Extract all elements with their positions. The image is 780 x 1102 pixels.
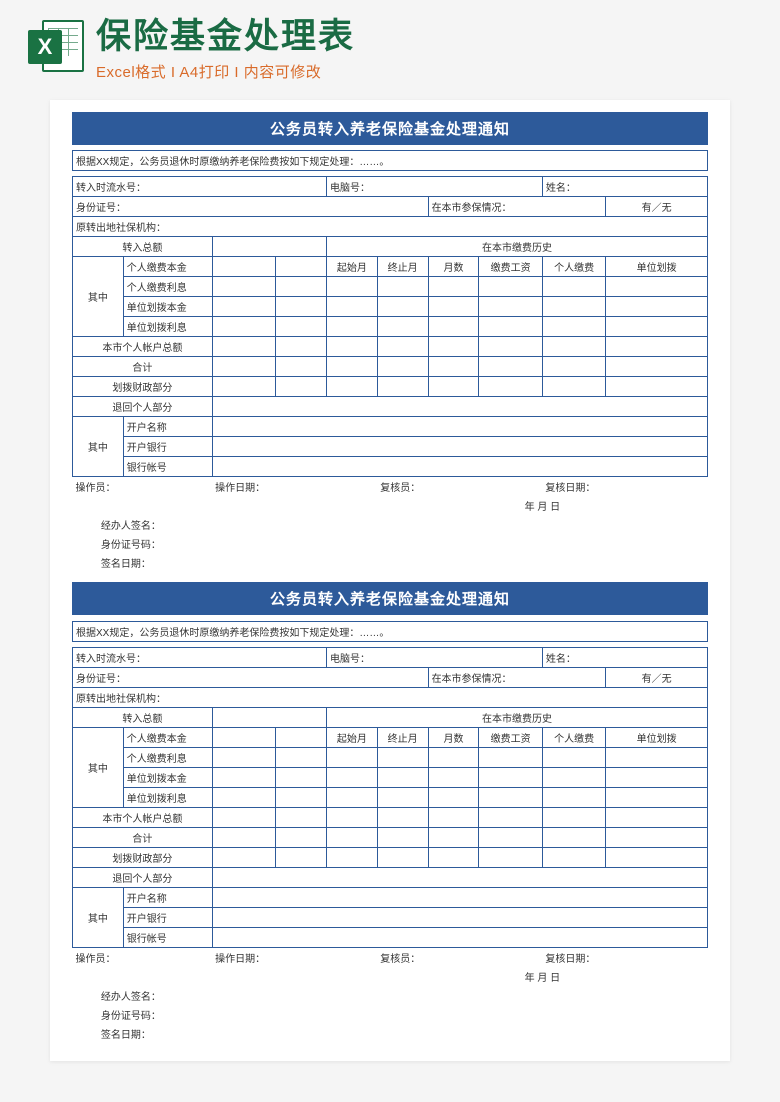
tuihui: 退回个人部分 xyxy=(73,867,213,887)
detail-row: 个人缴费利息 xyxy=(123,277,212,297)
hist-col: 个人缴费 xyxy=(542,727,606,747)
huabo: 划拨财政部分 xyxy=(73,377,213,397)
qizhong-label: 其中 xyxy=(73,257,124,337)
hist-col: 个人缴费 xyxy=(542,257,606,277)
bank-row: 开户名称 xyxy=(123,887,212,907)
account-total: 本市个人帐户总额 xyxy=(73,337,213,357)
bank-row: 银行帐号 xyxy=(123,457,212,477)
bank-row: 开户名称 xyxy=(123,417,212,437)
handler-sign: 经办人签名： xyxy=(98,986,708,1005)
id-label: 身份证号： xyxy=(73,667,429,687)
id-label: 身份证号： xyxy=(73,197,429,217)
rule-text: 根据XX规定，公务员退休时原缴纳养老保险费按如下规定处理：……。 xyxy=(73,621,708,641)
heji: 合计 xyxy=(73,827,213,847)
name-label: 姓名： xyxy=(542,177,707,197)
status-label: 在本市参保情况： xyxy=(428,197,606,217)
handler-sign: 经办人签名： xyxy=(98,515,708,534)
rev-date-label: 复核日期： xyxy=(542,947,707,967)
op-date-label: 操作日期： xyxy=(212,477,377,497)
reviewer-label: 复核员： xyxy=(377,477,542,497)
hist-col: 单位划拨 xyxy=(606,257,708,277)
form-title: 公务员转入养老保险基金处理通知 xyxy=(72,582,708,615)
sign-date: 签名日期： xyxy=(98,1024,708,1043)
bank-row: 银行帐号 xyxy=(123,927,212,947)
comp-label: 电脑号： xyxy=(326,647,542,667)
hist-col: 单位划拨 xyxy=(606,727,708,747)
history-header: 在本市缴费历史 xyxy=(326,237,707,257)
rev-date-label: 复核日期： xyxy=(542,477,707,497)
huabo: 划拨财政部分 xyxy=(73,847,213,867)
total-in-label: 转入总额 xyxy=(73,707,213,727)
document-sheet: 公务员转入养老保险基金处理通知 根据XX规定，公务员退休时原缴纳养老保险费按如下… xyxy=(50,100,730,1061)
page-header: X 保险基金处理表 Excel格式 I A4打印 I 内容可修改 xyxy=(0,0,780,90)
hist-col: 缴费工资 xyxy=(479,257,543,277)
sign-date: 签名日期： xyxy=(98,553,708,572)
detail-row: 个人缴费本金 xyxy=(123,727,212,747)
detail-row: 单位划拨本金 xyxy=(123,297,212,317)
status-value: 有／无 xyxy=(606,667,708,687)
form-title: 公务员转入养老保险基金处理通知 xyxy=(72,112,708,145)
reviewer-label: 复核员： xyxy=(377,947,542,967)
status-value: 有／无 xyxy=(606,197,708,217)
hist-col: 缴费工资 xyxy=(479,727,543,747)
detail-row: 个人缴费利息 xyxy=(123,747,212,767)
hist-col: 起始月 xyxy=(326,727,377,747)
status-label: 在本市参保情况： xyxy=(428,667,606,687)
hist-col: 月数 xyxy=(428,727,479,747)
qizhong-label: 其中 xyxy=(73,417,124,477)
excel-icon: X xyxy=(28,18,84,74)
main-title: 保险基金处理表 xyxy=(96,18,756,57)
form-block-1: 公务员转入养老保险基金处理通知 根据XX规定，公务员退休时原缴纳养老保险费按如下… xyxy=(72,112,708,573)
qizhong-label: 其中 xyxy=(73,887,124,947)
detail-row: 单位划拨利息 xyxy=(123,787,212,807)
date-fmt: 年 月 日 xyxy=(377,967,707,986)
bank-row: 开户银行 xyxy=(123,437,212,457)
org-label: 原转出地社保机构： xyxy=(73,217,708,237)
rule-text: 根据XX规定，公务员退休时原缴纳养老保险费按如下规定处理：……。 xyxy=(73,151,708,171)
detail-row: 单位划拨本金 xyxy=(123,767,212,787)
op-date-label: 操作日期： xyxy=(212,947,377,967)
operator-label: 操作员： xyxy=(73,947,213,967)
serial-label: 转入时流水号： xyxy=(73,647,327,667)
handler-id: 身份证号码： xyxy=(98,1005,708,1024)
form-table: 根据XX规定，公务员退休时原缴纳养老保险费按如下规定处理：……。 转入时流水号：… xyxy=(72,145,708,573)
bank-row: 开户银行 xyxy=(123,907,212,927)
detail-row: 个人缴费本金 xyxy=(123,257,212,277)
hist-col: 终止月 xyxy=(377,727,428,747)
sub-title: Excel格式 I A4打印 I 内容可修改 xyxy=(96,61,756,82)
hist-col: 起始月 xyxy=(326,257,377,277)
comp-label: 电脑号： xyxy=(326,177,542,197)
history-header: 在本市缴费历史 xyxy=(326,707,707,727)
operator-label: 操作员： xyxy=(73,477,213,497)
org-label: 原转出地社保机构： xyxy=(73,687,708,707)
form-table: 根据XX规定，公务员退休时原缴纳养老保险费按如下规定处理：……。 转入时流水号：… xyxy=(72,615,708,1043)
form-block-2: 公务员转入养老保险基金处理通知 根据XX规定，公务员退休时原缴纳养老保险费按如下… xyxy=(72,582,708,1043)
handler-id: 身份证号码： xyxy=(98,534,708,553)
name-label: 姓名： xyxy=(542,647,707,667)
tuihui: 退回个人部分 xyxy=(73,397,213,417)
serial-label: 转入时流水号： xyxy=(73,177,327,197)
total-in-label: 转入总额 xyxy=(73,237,213,257)
qizhong-label: 其中 xyxy=(73,727,124,807)
account-total: 本市个人帐户总额 xyxy=(73,807,213,827)
hist-col: 月数 xyxy=(428,257,479,277)
detail-row: 单位划拨利息 xyxy=(123,317,212,337)
heji: 合计 xyxy=(73,357,213,377)
date-fmt: 年 月 日 xyxy=(377,496,707,515)
hist-col: 终止月 xyxy=(377,257,428,277)
